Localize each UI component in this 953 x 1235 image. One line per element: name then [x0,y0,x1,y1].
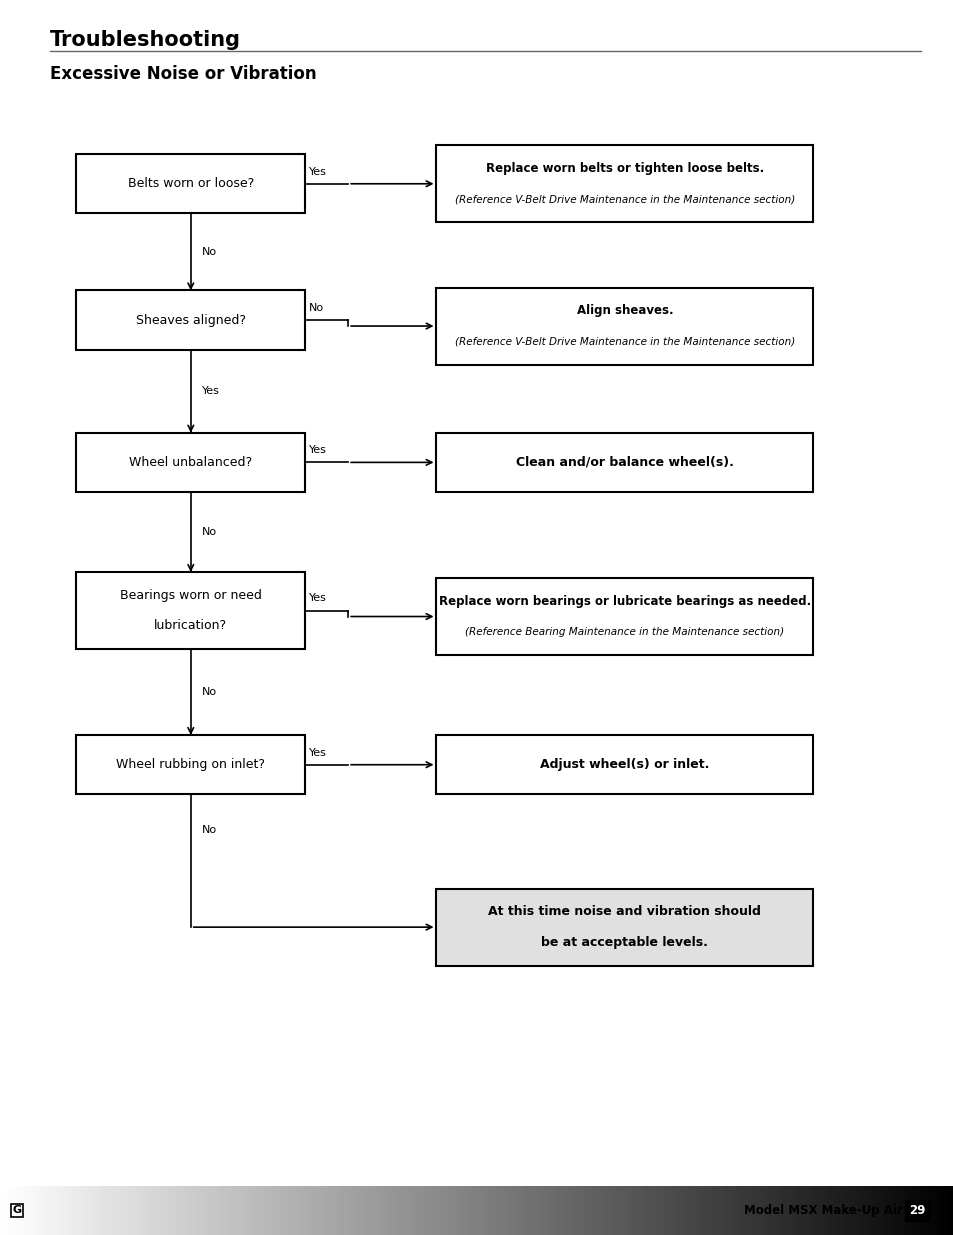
Text: At this time noise and vibration should: At this time noise and vibration should [488,905,760,919]
Text: Model MSX Make-Up Air: Model MSX Make-Up Air [743,1204,902,1216]
Text: Adjust wheel(s) or inlet.: Adjust wheel(s) or inlet. [539,758,709,771]
Text: Yes: Yes [309,167,327,177]
Text: Yes: Yes [202,387,220,396]
Bar [436,288,812,364]
Text: Belts worn or loose?: Belts worn or loose? [128,178,253,190]
Text: No: No [309,303,324,312]
Text: Bearings worn or need: Bearings worn or need [120,589,261,601]
Text: Yes: Yes [309,747,327,757]
Bar [436,146,812,222]
Text: No: No [202,825,217,835]
Text: Troubleshooting: Troubleshooting [50,30,240,49]
Text: Yes: Yes [309,446,327,456]
Bar [436,889,812,966]
Text: Replace worn belts or tighten loose belts.: Replace worn belts or tighten loose belt… [485,162,763,175]
Text: be at acceptable levels.: be at acceptable levels. [541,936,707,948]
Text: No: No [202,527,217,537]
Bar [76,432,305,492]
Text: Clean and/or balance wheel(s).: Clean and/or balance wheel(s). [516,456,733,469]
Text: No: No [202,687,217,697]
Bar [436,578,812,655]
Text: (Reference Bearing Maintenance in the Maintenance section): (Reference Bearing Maintenance in the Ma… [465,627,783,637]
Bar [76,572,305,650]
Bar [76,154,305,214]
Text: Wheel rubbing on inlet?: Wheel rubbing on inlet? [116,758,265,771]
Text: No: No [202,247,217,257]
Bar [436,432,812,492]
Text: Replace worn bearings or lubricate bearings as needed.: Replace worn bearings or lubricate beari… [438,594,810,608]
Text: Excessive Noise or Vibration: Excessive Noise or Vibration [50,65,315,83]
Bar [76,290,305,350]
Text: G: G [12,1205,22,1215]
Text: Sheaves aligned?: Sheaves aligned? [135,314,246,326]
Text: lubrication?: lubrication? [154,620,227,632]
Text: 29: 29 [908,1204,925,1216]
Text: Yes: Yes [309,594,327,604]
Bar [436,735,812,794]
Text: Align sheaves.: Align sheaves. [576,304,673,317]
Text: (Reference V-Belt Drive Maintenance in the Maintenance section): (Reference V-Belt Drive Maintenance in t… [455,194,794,204]
Text: (Reference V-Belt Drive Maintenance in the Maintenance section): (Reference V-Belt Drive Maintenance in t… [455,336,794,347]
Text: Wheel unbalanced?: Wheel unbalanced? [129,456,253,469]
Bar [76,735,305,794]
